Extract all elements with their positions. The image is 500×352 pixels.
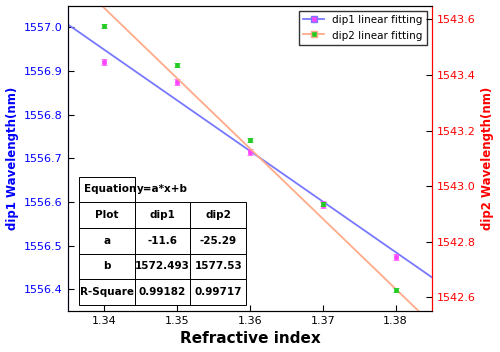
X-axis label: Refractive index: Refractive index [180, 332, 320, 346]
Y-axis label: dip2 Wavelength(nm): dip2 Wavelength(nm) [482, 87, 494, 230]
Legend: dip1 linear fitting, dip2 linear fitting: dip1 linear fitting, dip2 linear fitting [299, 11, 427, 45]
Y-axis label: dip1 Wavelength(nm): dip1 Wavelength(nm) [6, 87, 18, 230]
